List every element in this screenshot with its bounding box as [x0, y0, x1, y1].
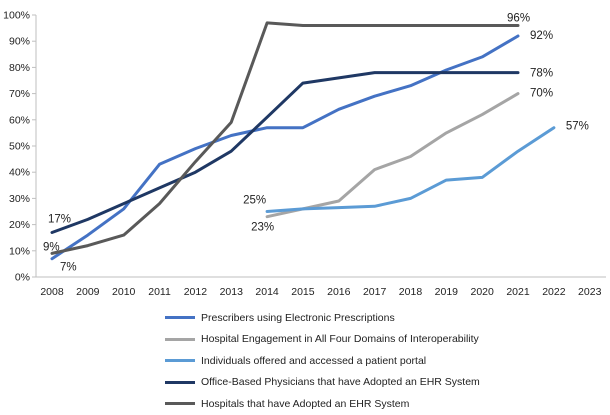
data-label: 70% [530, 88, 553, 100]
x-tick-label: 2018 [399, 286, 423, 298]
data-label: 17% [48, 213, 71, 225]
legend-label: Office-Based Physicians that have Adopte… [201, 376, 480, 389]
legend-item: Hospitals that have Adopted an EHR Syste… [165, 393, 605, 415]
x-tick-label: 2019 [435, 286, 459, 298]
legend-label: Hospitals that have Adopted an EHR Syste… [201, 397, 410, 410]
x-tick-label: 2015 [291, 286, 315, 298]
legend-item: Individuals offered and accessed a patie… [165, 350, 605, 372]
x-tick-label: 2021 [506, 286, 530, 298]
x-tick-label: 2008 [40, 286, 64, 298]
x-tick-label: 2023 [578, 286, 602, 298]
data-label: 25% [243, 195, 266, 207]
x-tick-label: 2011 [148, 286, 171, 298]
data-labels: 7% 92% 23% 70% 25% 57% 17% 78% 9% 96% [43, 12, 589, 273]
y-tick-label: 30% [9, 193, 30, 205]
data-label: 57% [566, 121, 589, 133]
y-tick-label: 100% [3, 10, 30, 22]
legend-swatch [165, 337, 195, 341]
data-label: 78% [530, 68, 553, 80]
legend-swatch [165, 380, 195, 384]
y-tick-label: 80% [9, 62, 30, 74]
y-tick-label: 70% [9, 88, 30, 100]
series-line [50, 71, 520, 234]
legend-swatch [165, 402, 195, 406]
data-label: 23% [251, 222, 274, 234]
data-label: 96% [507, 12, 530, 24]
series-line [265, 92, 520, 219]
x-tick-label: 2010 [112, 286, 136, 298]
series-line [265, 126, 556, 213]
x-tick-label: 2013 [220, 286, 244, 298]
x-tick-label: 2009 [76, 286, 100, 298]
y-tick-label: 60% [9, 114, 30, 126]
y-axis: 0% 10% 20% 30% 40% 50% 60% 70% 80% 90% 100% [3, 10, 37, 284]
x-tick-label: 2012 [184, 286, 208, 298]
x-tick-label: 2014 [255, 286, 279, 298]
data-label: 7% [60, 262, 77, 274]
data-label: 9% [43, 241, 60, 253]
y-tick-label: 10% [9, 245, 30, 257]
x-tick-label: 2020 [471, 286, 495, 298]
line-chart: 0%10%20%30%40%50%60%70%80%90%100% 2008 20… [3, 10, 606, 298]
data-label: 92% [530, 30, 553, 42]
chart-legend: Prescribers using Electronic Prescriptio… [165, 307, 605, 415]
legend-swatch [165, 316, 195, 320]
series-lines [50, 21, 556, 261]
y-tick-label: 90% [9, 36, 30, 48]
legend-item: Prescribers using Electronic Prescriptio… [165, 307, 605, 329]
x-axis: 2008 2009 2010 2011 2012 2013 2014 2015 2016 2017… [36, 276, 606, 298]
x-tick-label: 2016 [327, 286, 351, 298]
x-tick-label: 2022 [542, 286, 566, 298]
x-tick-label: 2017 [363, 286, 387, 298]
series-line [50, 34, 520, 261]
y-tick-label: 0% [15, 272, 30, 284]
y-tick-label: 40% [9, 167, 30, 179]
legend-label: Hospital Engagement in All Four Domains … [201, 333, 479, 346]
legend-label: Prescribers using Electronic Prescriptio… [201, 311, 395, 324]
y-tick-label: 50% [9, 141, 30, 153]
legend-item: Hospital Engagement in All Four Domains … [165, 329, 605, 351]
legend-item: Office-Based Physicians that have Adopte… [165, 372, 605, 394]
series-line [50, 21, 520, 255]
y-tick-label: 20% [9, 219, 30, 231]
legend-swatch [165, 359, 195, 363]
legend-label: Individuals offered and accessed a patie… [201, 354, 427, 367]
